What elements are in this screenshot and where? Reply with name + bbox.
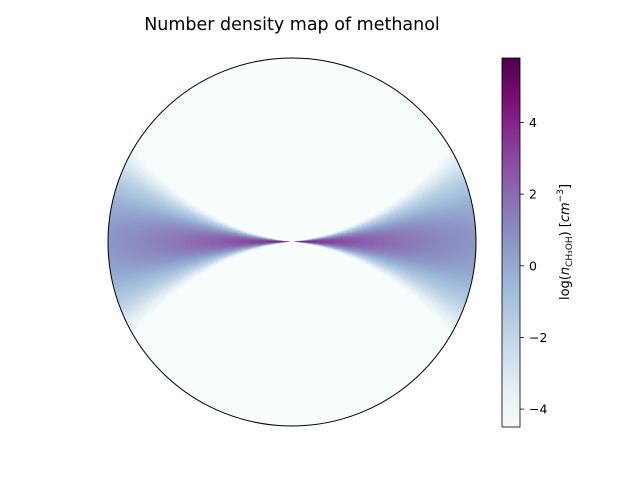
density-cell — [291, 93, 295, 100]
density-cell — [291, 67, 296, 74]
density-cell — [434, 239, 441, 243]
density-cell — [429, 239, 436, 243]
density-cell — [294, 62, 299, 69]
density-cell — [439, 241, 446, 245]
density-cell — [455, 235, 461, 240]
density-cell — [291, 58, 296, 64]
density-cell — [470, 232, 476, 237]
density-cell — [294, 58, 299, 64]
density-cell — [470, 238, 476, 243]
density-cell — [450, 238, 456, 243]
density-cell — [455, 244, 461, 249]
density-cell — [450, 235, 456, 240]
density-cell — [455, 241, 461, 246]
density-wedges — [108, 58, 476, 426]
density-cell — [470, 235, 476, 240]
density-cell — [414, 239, 421, 243]
density-cell — [294, 67, 299, 74]
density-cell — [460, 238, 467, 243]
density-cell — [450, 241, 456, 246]
density-cell — [460, 244, 467, 249]
density-cell — [465, 235, 472, 240]
density-cell — [445, 241, 451, 246]
density-cell — [465, 244, 472, 249]
density-cell — [470, 244, 476, 249]
density-cell — [465, 238, 472, 243]
density-cell — [434, 236, 441, 240]
density-cell — [470, 241, 476, 246]
density-cell — [465, 232, 472, 237]
density-cell — [291, 83, 296, 89]
density-cell — [424, 239, 431, 243]
density-cell — [434, 241, 441, 245]
density-cell — [439, 236, 446, 240]
density-cell — [294, 73, 299, 79]
density-cell — [460, 232, 466, 237]
density-cell — [449, 233, 456, 237]
density-cell — [455, 238, 461, 243]
density-cell — [439, 239, 446, 243]
density-cell — [455, 232, 461, 237]
density-cell — [444, 236, 451, 240]
density-cell — [291, 88, 295, 95]
density-cell — [291, 62, 296, 69]
density-cell — [445, 238, 451, 243]
density-cell — [460, 241, 467, 246]
density-map — [108, 58, 476, 426]
density-cell — [291, 73, 296, 79]
density-cell — [291, 78, 296, 84]
density-cell — [429, 236, 436, 240]
density-cell — [460, 235, 467, 240]
density-cell — [419, 239, 426, 243]
density-cell — [404, 239, 410, 243]
density-cell — [409, 239, 415, 243]
density-cell — [465, 241, 472, 246]
chart-title: Number density map of methanol — [144, 15, 440, 35]
